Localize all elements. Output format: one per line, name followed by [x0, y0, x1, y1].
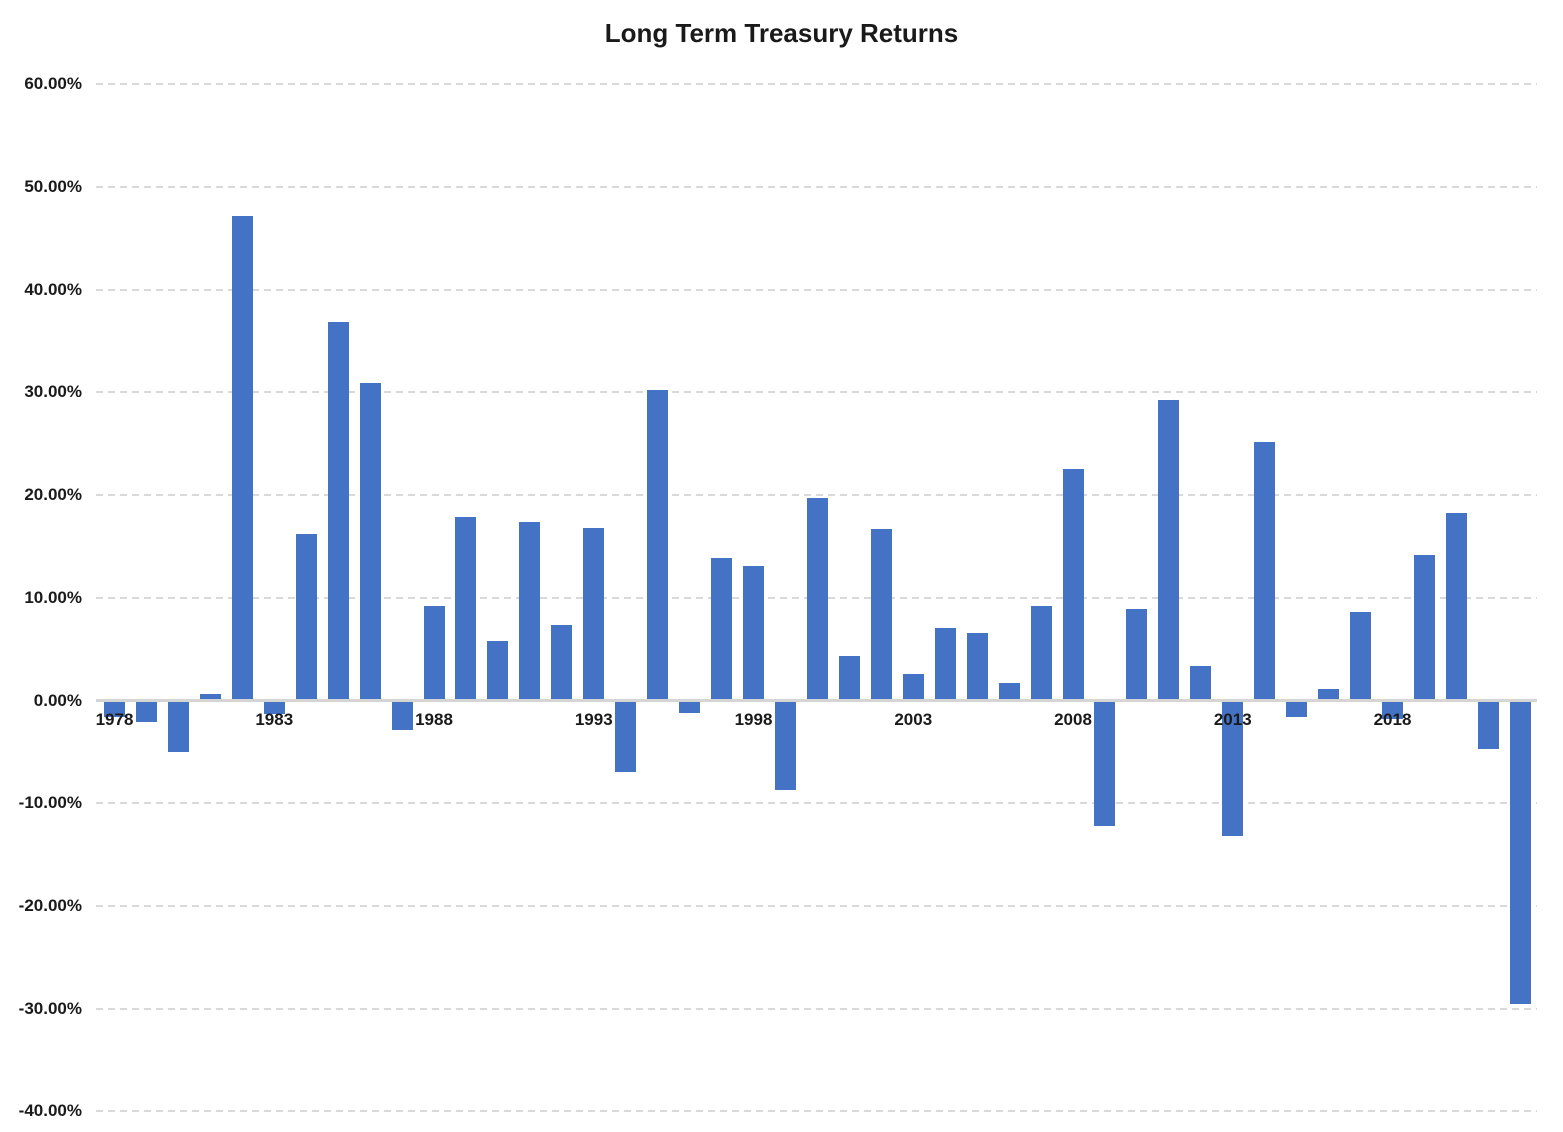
y-axis-label-0: 0.00% [33, 690, 82, 710]
gridline--20 [96, 904, 1537, 907]
bar-1979 [135, 702, 157, 723]
bar-2020 [1445, 512, 1467, 699]
bar-1987 [391, 702, 413, 731]
gridline-20 [96, 494, 1537, 497]
bar-2011 [1158, 399, 1180, 699]
bar-1999 [774, 702, 796, 790]
bar-2017 [1350, 612, 1372, 699]
x-axis-label-1978: 1978 [95, 710, 134, 729]
bar-2015 [1286, 702, 1308, 717]
bar-1990 [487, 640, 509, 699]
zero-axis-line [96, 699, 1537, 702]
bar-2002 [870, 528, 892, 699]
bar-1996 [679, 702, 701, 713]
bar-1995 [647, 390, 669, 699]
bar-1978 [104, 702, 125, 717]
gridline--40 [96, 1110, 1537, 1113]
bar-1986 [359, 383, 381, 699]
bar-1988 [423, 606, 445, 699]
bar-2009 [1094, 702, 1116, 826]
bar-2001 [838, 656, 860, 699]
x-axis-label-2008: 2008 [1054, 710, 1092, 729]
bar-1981 [199, 694, 221, 699]
x-axis-label-2013: 2013 [1213, 710, 1252, 729]
y-axis-label-50: 50.00% [24, 177, 82, 196]
x-axis-label-2018: 2018 [1373, 710, 1412, 729]
x-axis-label-1983: 1983 [255, 710, 294, 729]
bar-1983 [263, 702, 285, 714]
bar-2006 [998, 683, 1020, 699]
y-axis-label-60: 60.00% [24, 74, 82, 94]
bar-1993 [583, 527, 605, 699]
bar-1997 [711, 557, 733, 699]
gridline-50 [96, 186, 1537, 188]
y-axis-label--20: -20.00% [18, 895, 82, 915]
bar-1980 [167, 702, 189, 752]
bar-2019 [1413, 554, 1435, 699]
bar-1992 [551, 624, 573, 699]
bar-2014 [1254, 441, 1276, 699]
bar-2000 [806, 498, 828, 699]
bar-1991 [519, 521, 541, 699]
x-axis-label-1993: 1993 [574, 710, 613, 729]
x-axis-label-1998: 1998 [734, 710, 773, 729]
bar-2007 [1030, 606, 1052, 699]
bar-2013 [1222, 702, 1244, 837]
bar-2022 [1509, 702, 1531, 1005]
y-axis-label-20: 20.00% [24, 485, 82, 505]
bar-1985 [327, 321, 349, 699]
bar-1994 [615, 702, 637, 773]
bar-1982 [231, 215, 253, 699]
gridline-40 [96, 288, 1537, 291]
gridline-30 [96, 391, 1537, 394]
y-axis-label--40: -40.00% [18, 1101, 82, 1121]
y-axis-label--10: -10.00% [18, 793, 82, 813]
bar-2010 [1126, 609, 1148, 699]
bar-2018 [1382, 702, 1403, 719]
bar-2008 [1062, 469, 1084, 699]
gridline--10 [96, 802, 1537, 805]
chart-title: Long Term Treasury Returns [604, 18, 959, 48]
bar-2005 [966, 632, 988, 699]
x-axis-label-2003: 2003 [894, 710, 933, 729]
bar-2016 [1318, 689, 1340, 699]
bar-2004 [934, 627, 956, 699]
bar-2012 [1190, 665, 1212, 699]
bar-1984 [295, 534, 317, 699]
y-axis-label--30: -30.00% [18, 998, 82, 1018]
y-axis-label-30: 30.00% [24, 382, 82, 402]
y-axis-label-10: 10.00% [24, 587, 82, 607]
x-axis-label-1988: 1988 [415, 710, 453, 729]
bar-1989 [455, 516, 477, 699]
bar-1998 [743, 565, 764, 699]
bar-2021 [1477, 702, 1499, 749]
gridline-60 [96, 83, 1537, 86]
bar-2003 [902, 673, 924, 699]
y-axis-label-40: 40.00% [24, 279, 82, 299]
gridline--30 [96, 1007, 1537, 1010]
